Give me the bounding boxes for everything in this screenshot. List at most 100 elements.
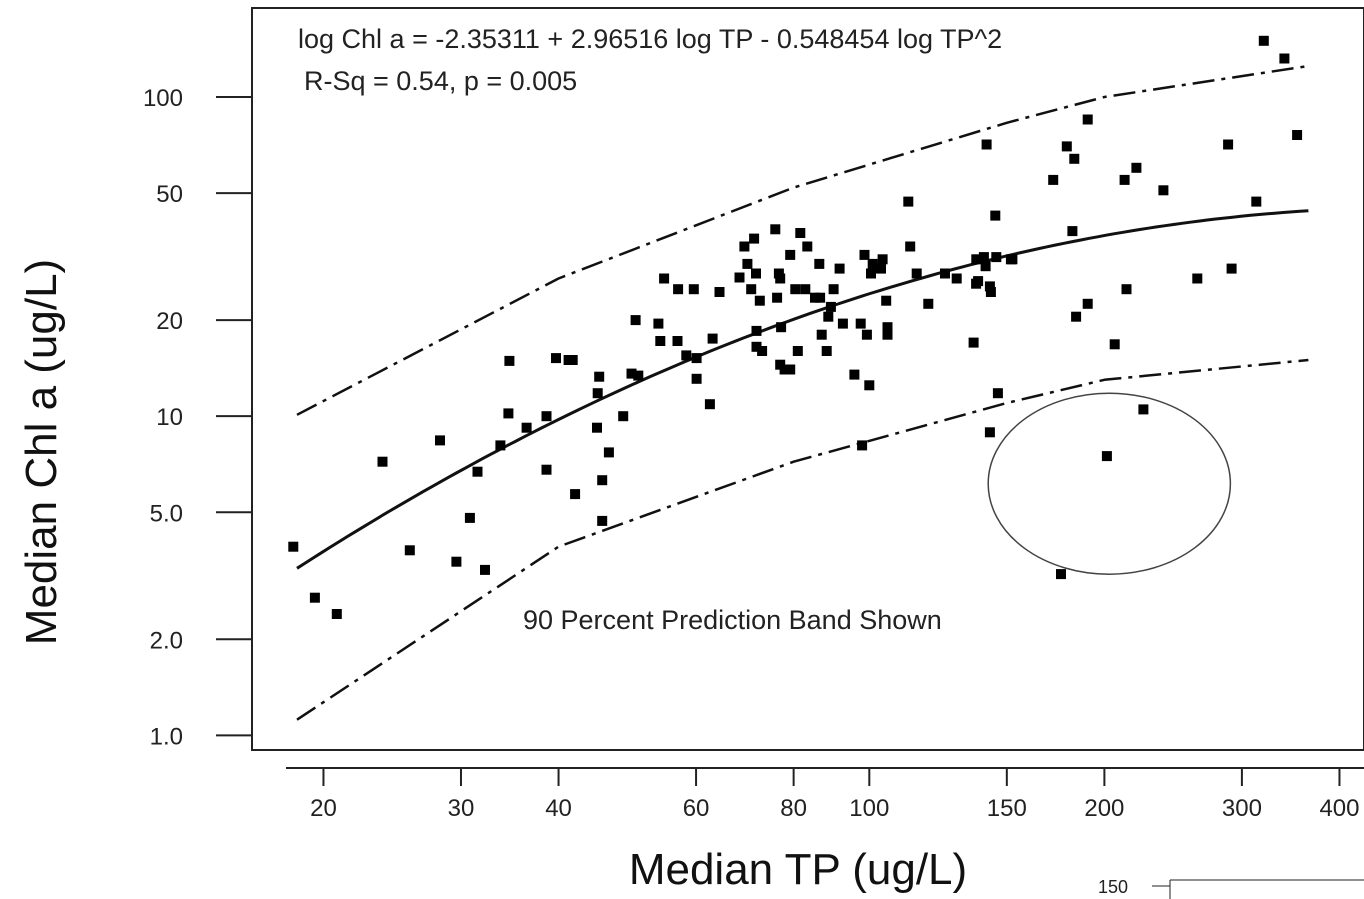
- prediction-band-lower: [296, 358, 1309, 721]
- y-axis: 1.0 2.0 5.0 10 20 50 100: [143, 85, 252, 750]
- x-tick-label: 100: [849, 795, 889, 822]
- data-point: [754, 295, 765, 306]
- data-point: [1158, 185, 1169, 196]
- data-point: [626, 368, 637, 379]
- data-point: [464, 512, 475, 523]
- data-point: [991, 252, 1002, 263]
- data-point: [541, 411, 552, 422]
- data-point: [940, 268, 950, 279]
- stats-annotation: R-Sq = 0.54, p = 0.005: [304, 66, 577, 96]
- data-point: [377, 456, 388, 467]
- data-point: [984, 281, 995, 292]
- data-point: [978, 252, 989, 263]
- y-tick-label: 1.0: [150, 723, 183, 750]
- data-point: [821, 346, 832, 356]
- data-point: [876, 263, 886, 274]
- y-tick-label: 5.0: [150, 500, 183, 527]
- y-tick-label: 2.0: [150, 627, 183, 654]
- data-point: [681, 350, 692, 361]
- data-point: [592, 388, 603, 399]
- data-point: [1119, 174, 1130, 185]
- data-point: [480, 564, 490, 575]
- prediction-band-upper: [296, 64, 1309, 416]
- data-point: [816, 329, 827, 340]
- data-point: [814, 258, 825, 269]
- data-point: [594, 371, 605, 382]
- data-point: [823, 311, 834, 322]
- data-point: [751, 341, 762, 352]
- data-point: [751, 325, 762, 336]
- equation-annotation: log Chl a = -2.35311 + 2.96516 log TP - …: [298, 24, 1002, 54]
- data-point: [834, 263, 845, 274]
- data-point: [981, 139, 992, 150]
- data-point: [757, 346, 768, 356]
- data-point: [992, 388, 1003, 399]
- data-point: [746, 284, 757, 295]
- y-tick-label: 10: [156, 404, 183, 431]
- data-point: [1292, 130, 1303, 140]
- data-point: [882, 329, 893, 340]
- data-point: [785, 364, 796, 375]
- data-point: [570, 489, 581, 500]
- data-point: [521, 422, 532, 433]
- x-tick-label: 60: [683, 795, 710, 822]
- data-point: [597, 475, 608, 486]
- data-point: [472, 466, 483, 477]
- data-point: [802, 241, 813, 252]
- data-point: [659, 273, 670, 284]
- data-point: [673, 284, 684, 295]
- data-point: [911, 268, 922, 279]
- data-point: [1192, 273, 1203, 284]
- y-tick-label: 100: [143, 85, 183, 112]
- data-point: [973, 276, 984, 287]
- data-point: [776, 322, 787, 333]
- data-point: [882, 322, 893, 333]
- data-point: [288, 541, 299, 552]
- data-point: [688, 284, 699, 295]
- data-point: [795, 228, 806, 238]
- stray-tick-label: 150: [1098, 877, 1128, 897]
- data-point: [980, 261, 991, 272]
- data-point: [495, 440, 506, 451]
- data-point: [739, 241, 750, 252]
- data-point: [867, 258, 878, 269]
- data-point: [828, 284, 839, 295]
- regression-line: [296, 209, 1309, 570]
- data-point: [734, 272, 745, 283]
- data-point: [866, 268, 876, 279]
- data-point: [714, 287, 725, 297]
- x-tick-label: 80: [780, 795, 807, 822]
- data-point: [968, 337, 979, 348]
- data-point: [825, 301, 836, 312]
- stray-axis-fragment: 150: [1098, 877, 1364, 899]
- data-point: [331, 609, 342, 619]
- data-point: [951, 273, 962, 284]
- data-point: [861, 329, 872, 340]
- data-point: [800, 284, 811, 295]
- data-point: [653, 318, 664, 329]
- data-point: [749, 233, 760, 244]
- data-points: [288, 35, 1303, 619]
- data-point: [1056, 569, 1066, 580]
- x-axis-title: Median TP (ug/L): [629, 845, 967, 894]
- data-point: [985, 287, 996, 297]
- data-point: [404, 545, 415, 556]
- data-point: [815, 292, 826, 303]
- data-point: [597, 515, 608, 526]
- plot-frame: [251, 7, 1364, 751]
- data-point: [592, 422, 602, 433]
- data-point: [1082, 114, 1093, 125]
- data-point: [1071, 311, 1082, 322]
- data-point: [1258, 35, 1269, 46]
- data-point: [1048, 174, 1059, 185]
- x-tick-label: 150: [987, 795, 1027, 822]
- data-point: [633, 370, 644, 381]
- data-point: [1109, 339, 1120, 350]
- data-point: [1082, 298, 1093, 309]
- data-point: [1138, 404, 1149, 415]
- data-point: [1061, 141, 1072, 152]
- x-tick-label: 20: [310, 795, 337, 822]
- data-point: [1251, 196, 1262, 207]
- data-point: [567, 355, 578, 365]
- data-point: [849, 369, 860, 380]
